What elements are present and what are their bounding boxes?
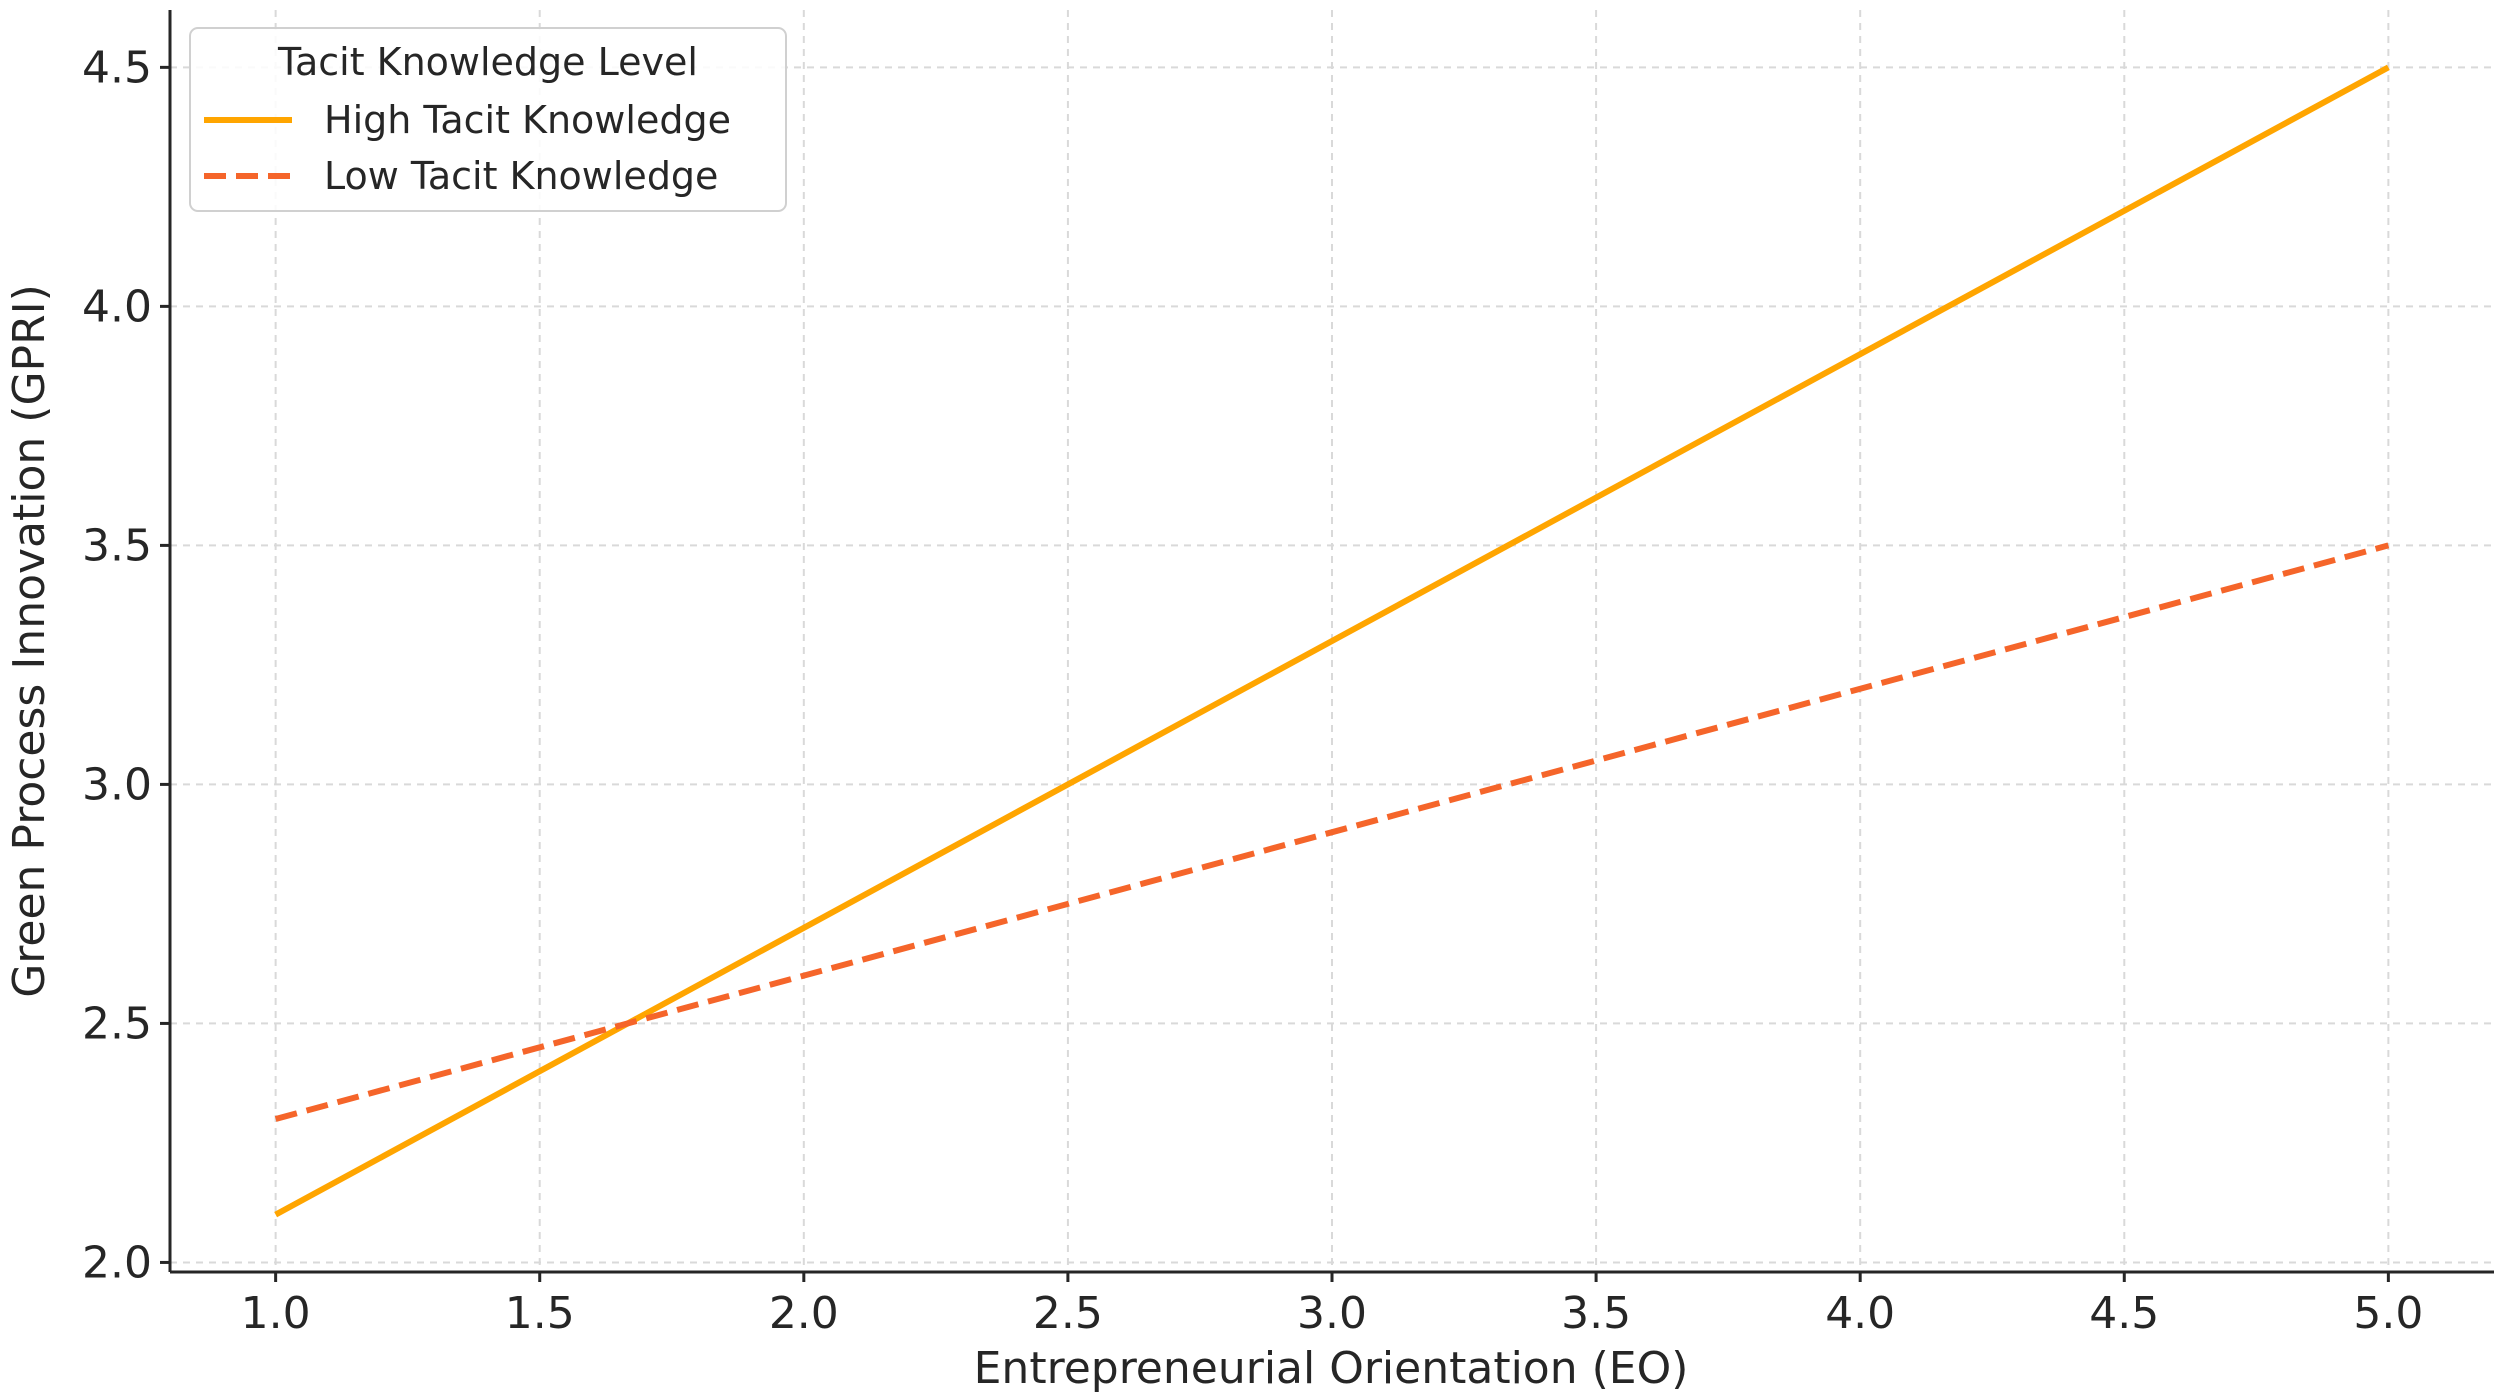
y-tick-label: 2.0 xyxy=(82,1237,152,1288)
y-ticks: 2.0 2.5 3.0 3.5 4.0 4.5 xyxy=(82,42,170,1288)
x-tick-label: 1.0 xyxy=(241,1288,311,1339)
legend-label: High Tacit Knowledge xyxy=(324,98,731,142)
legend: Tacit Knowledge Level High Tacit Knowled… xyxy=(189,27,787,212)
y-axis-label: Green Process Innovation (GPRI) xyxy=(4,284,55,998)
x-tick-label: 3.0 xyxy=(1297,1288,1367,1339)
x-tick-label: 3.5 xyxy=(1561,1288,1631,1339)
legend-items: High Tacit Knowledge Low Tacit Knowledge xyxy=(204,98,731,198)
x-tick-label: 2.5 xyxy=(1033,1288,1103,1339)
grid-lines xyxy=(170,10,2494,1272)
y-tick-label: 4.5 xyxy=(82,42,152,93)
y-tick-label: 3.0 xyxy=(82,759,152,810)
x-tick-label: 1.5 xyxy=(505,1288,575,1339)
y-tick-label: 2.5 xyxy=(82,998,152,1049)
legend-label: Low Tacit Knowledge xyxy=(324,154,718,198)
x-tick-label: 4.0 xyxy=(1825,1288,1895,1339)
series-lines xyxy=(274,64,2390,1218)
x-tick-label: 2.0 xyxy=(769,1288,839,1339)
x-tick-label: 4.5 xyxy=(2089,1288,2159,1339)
legend-box xyxy=(189,27,787,212)
legend-title: Tacit Knowledge Level xyxy=(277,40,698,84)
x-axis-label: Entrepreneurial Orientation (EO) xyxy=(974,1343,1689,1394)
y-tick-label: 3.5 xyxy=(82,520,152,571)
y-tick-label: 4.0 xyxy=(82,281,152,332)
series-line-1 xyxy=(274,542,2390,1122)
x-tick-label: 5.0 xyxy=(2353,1288,2423,1339)
x-ticks: 1.0 1.5 2.0 2.5 3.0 3.5 4.0 4.5 5.0 xyxy=(241,1272,2423,1339)
